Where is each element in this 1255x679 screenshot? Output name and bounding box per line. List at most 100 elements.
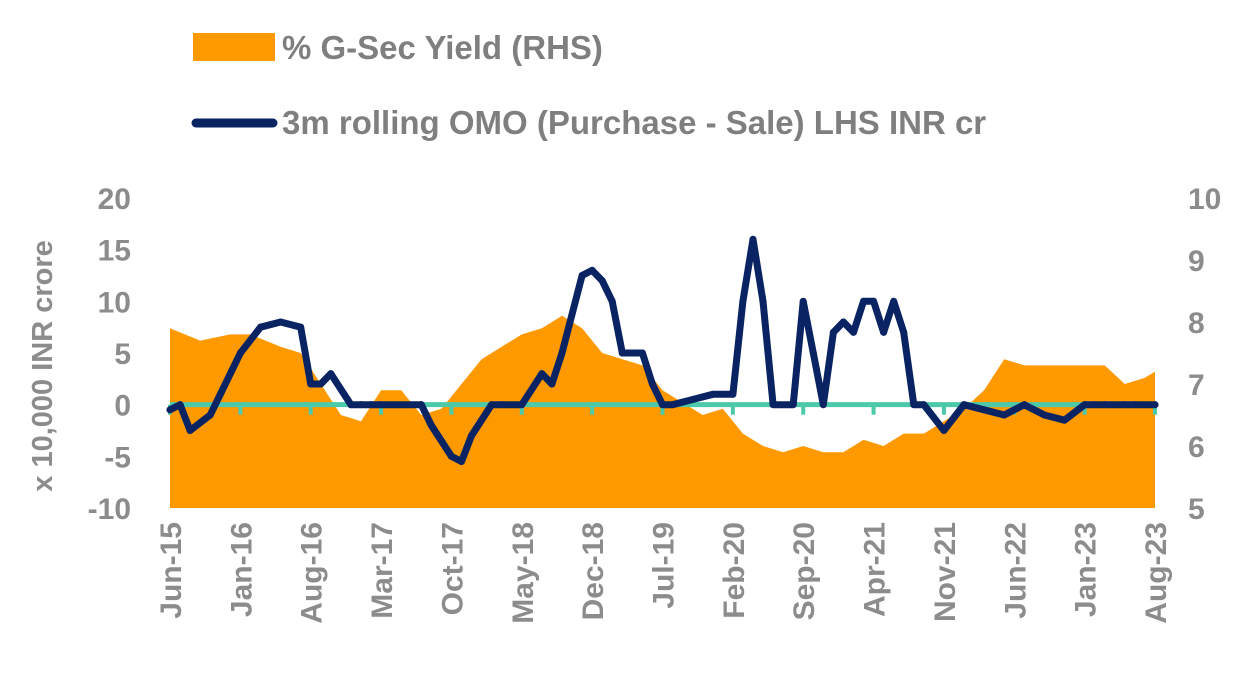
right-tick-label: 6 (1188, 431, 1205, 464)
omo-point (588, 266, 596, 274)
omo-point (759, 297, 767, 305)
omo-point (236, 349, 244, 357)
omo-point (648, 380, 656, 388)
omo-point (498, 401, 506, 409)
x-axis: Jun-15 Jan-16 Aug-16 Mar-17 Oct-17 May-18 Dec-… (155, 522, 1173, 624)
omo-point (689, 396, 697, 403)
omo-point (789, 401, 797, 409)
omo-point (347, 401, 355, 409)
omo-point (377, 401, 385, 409)
omo-point (729, 390, 737, 398)
omo-point (1101, 401, 1109, 409)
x-tick-label: Nov-21 (929, 522, 962, 622)
omo-point (799, 297, 807, 305)
x-tick-label: Feb-20 (718, 522, 751, 619)
omo-point (1151, 401, 1159, 409)
omo-point (367, 401, 375, 409)
omo-point (819, 401, 827, 409)
omo-point (1131, 401, 1139, 409)
omo-point (538, 370, 546, 378)
omo-point (488, 401, 496, 409)
omo-point (659, 401, 666, 409)
omo-point (960, 401, 968, 409)
x-tick-label: Jan-23 (1070, 522, 1103, 617)
omo-point (809, 349, 817, 357)
x-tick-label: May-18 (507, 522, 540, 624)
omo-point (1081, 401, 1089, 409)
right-axis: 10 9 8 7 6 5 (1188, 183, 1221, 526)
omo-point (176, 401, 184, 409)
omo-point (709, 390, 717, 398)
omo-point (327, 370, 335, 378)
omo-point (307, 380, 315, 388)
x-tick-label: Oct-17 (436, 522, 469, 615)
x-tick-label: Apr-21 (859, 522, 892, 617)
omo-point (980, 406, 988, 414)
omo-point (1020, 401, 1028, 409)
right-tick-label: 7 (1188, 369, 1205, 402)
omo-point (518, 401, 526, 409)
omo-point (880, 328, 888, 336)
omo-point (256, 323, 264, 331)
left-tick-label: 0 (114, 390, 131, 423)
omo-point (669, 401, 677, 409)
x-tick-label: Jul-19 (648, 522, 681, 609)
omo-point (870, 297, 878, 305)
x-tick-label: Aug-16 (296, 522, 329, 624)
omo-point (910, 401, 918, 409)
legend-label-gsec-yield: % G-Sec Yield (RHS) (282, 29, 603, 66)
left-tick-label: 10 (98, 286, 131, 319)
omo-point (769, 401, 777, 409)
x-tick-label: Dec-18 (577, 522, 610, 620)
omo-point (598, 277, 606, 285)
omo-point (427, 421, 435, 429)
left-tick-label: -10 (88, 493, 131, 526)
omo-point (548, 380, 556, 388)
omo-point (166, 406, 174, 414)
omo-point (468, 432, 476, 440)
omo-point (1040, 411, 1048, 419)
omo-point (900, 328, 908, 336)
omo-point (1121, 401, 1129, 409)
right-tick-label: 9 (1188, 245, 1205, 278)
omo-point (277, 318, 285, 326)
x-tick-label: Jun-15 (155, 522, 188, 619)
omo-point (638, 349, 646, 357)
omo-point (749, 235, 757, 243)
omo-point (920, 401, 928, 409)
omo-point (608, 297, 616, 305)
legend-swatch-gsec-yield (193, 33, 275, 61)
left-tick-label: -5 (104, 441, 131, 474)
left-axis: 20 15 10 5 0 -5 -10 (88, 183, 131, 526)
plot-area (166, 235, 1159, 508)
omo-point (940, 427, 948, 434)
right-tick-label: 5 (1188, 493, 1205, 526)
legend-label-omo: 3m rolling OMO (Purchase - Sale) LHS INR… (282, 104, 986, 141)
omo-point (860, 297, 868, 305)
x-tick-label: Sep-20 (788, 522, 821, 620)
right-tick-label: 8 (1188, 307, 1205, 340)
x-tick-label: Jan-16 (225, 522, 258, 617)
omo-point (829, 328, 837, 336)
right-tick-label: 10 (1188, 183, 1221, 216)
omo-point (558, 349, 566, 357)
left-tick-label: 15 (98, 235, 131, 268)
left-tick-label: 5 (114, 338, 131, 371)
omo-point (1061, 416, 1069, 424)
omo-point (618, 349, 626, 357)
omo-point (216, 390, 224, 398)
omo-point (297, 323, 305, 331)
x-tick-label: Aug-23 (1140, 522, 1173, 624)
omo-point (186, 427, 194, 434)
omo-point (206, 411, 214, 419)
omo-line (166, 235, 1159, 465)
x-tick-label: Mar-17 (366, 522, 399, 619)
omo-point (839, 318, 847, 326)
omo-point (739, 297, 747, 305)
omo-point (849, 328, 857, 336)
omo-point (1000, 411, 1008, 419)
omo-point (890, 297, 898, 305)
omo-point (578, 272, 586, 279)
legend: % G-Sec Yield (RHS) 3m rolling OMO (Purc… (191, 29, 986, 141)
omo-point (457, 458, 465, 465)
